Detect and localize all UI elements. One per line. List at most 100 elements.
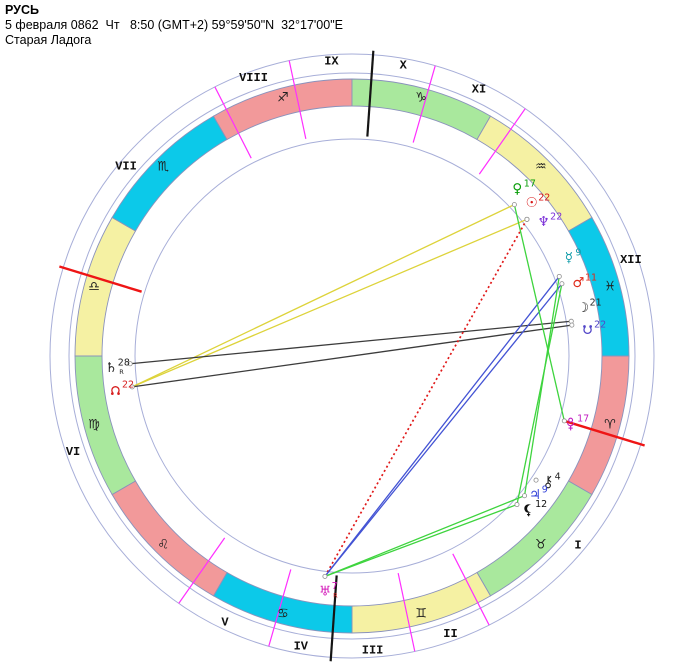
- axis-ic: [329, 575, 338, 662]
- house-numeral-X: X: [400, 58, 408, 72]
- aspect-line-jupiter-uranus: [324, 495, 525, 577]
- planet-degree-pluto: 17: [577, 414, 589, 425]
- house-cusp-III: [397, 573, 416, 652]
- aspect-line-mars-uranus: [324, 283, 563, 577]
- planet-anchor-south-node: [569, 322, 575, 328]
- planet-sun[interactable]: ☉ 22: [526, 193, 551, 212]
- house-numeral-III: III: [362, 643, 384, 657]
- planet-saturn[interactable]: ♄ 28R: [105, 358, 130, 377]
- planet-neptune[interactable]: ♆ 22: [538, 211, 563, 230]
- planet-pluto[interactable]: 17: [566, 414, 590, 431]
- planet-degree-north-node: 22: [122, 380, 134, 391]
- planet-anchor-neptune: [524, 216, 530, 222]
- planet-anchor-jupiter: [522, 493, 528, 499]
- chart-datetime: 5 февраля 0862 Чт 8:50 (GMT+2) 59°59'50"…: [5, 18, 343, 32]
- house-cusp-V: [268, 569, 292, 647]
- planet-glyph-moon-icon: ☽: [577, 300, 589, 316]
- planet-anchor-saturn: [127, 361, 133, 367]
- sign-glyph-gemini: ♊: [415, 606, 427, 621]
- planet-glyph-chiron-icon: [545, 475, 552, 489]
- planet-glyph-saturn-icon: ♄: [105, 360, 117, 376]
- planet-degree-neptune: 22: [550, 211, 562, 222]
- planet-mercury[interactable]: ☿ 9: [565, 248, 582, 267]
- zodiac-sign-sector-capricorn: [351, 78, 492, 141]
- house-numeral-II: II: [443, 627, 457, 641]
- sign-glyph-libra: ♎: [88, 279, 100, 294]
- planet-degree-mercury: 9: [575, 248, 581, 259]
- planet-jupiter[interactable]: ♃ 9: [529, 485, 548, 504]
- house-numeral-XII: XII: [620, 253, 642, 267]
- planet-degree-venus: 17: [524, 178, 536, 189]
- planet-retrograde-saturn: R: [119, 368, 124, 376]
- planet-chiron[interactable]: 4: [545, 471, 561, 489]
- planet-anchor-venus: [511, 202, 517, 208]
- planet-uranus[interactable]: ♅ 7R: [319, 581, 338, 600]
- aspect-line-mercury-jupiter: [523, 276, 560, 496]
- house-ring: [68, 72, 636, 640]
- axis-asc: [562, 419, 645, 447]
- planet-glyph-jupiter-icon: ♃: [529, 487, 541, 503]
- aspect-line-lilith-uranus: [324, 503, 518, 577]
- aspect-line-north-node-venus: [131, 204, 515, 388]
- planet-glyph-sun-icon: ☉: [526, 195, 538, 211]
- house-numeral-IX: IX: [324, 55, 339, 69]
- planet-degree-uranus: 7: [332, 581, 338, 592]
- planet-moon[interactable]: ☽ 21: [577, 298, 602, 317]
- planet-degree-mars: 11: [585, 272, 597, 283]
- house-numeral-XI: XI: [472, 83, 486, 97]
- sign-glyph-cancer: ♋: [277, 606, 289, 621]
- planet-degree-chiron: 4: [555, 471, 561, 482]
- planet-glyph-venus-icon: ♀: [512, 181, 522, 197]
- zodiac-sign-sector-gemini: [351, 571, 492, 634]
- house-numeral-IV: IV: [294, 640, 309, 654]
- planet-glyph-pluto-icon: [566, 417, 575, 431]
- sign-glyph-leo: ♌: [157, 537, 169, 552]
- planet-glyph-mercury-icon: ☿: [565, 250, 573, 266]
- house-numeral-I: I: [574, 539, 581, 553]
- chart-location: Старая Ладога: [5, 33, 92, 47]
- zodiac-sign-sector-scorpio: [111, 115, 228, 232]
- house-numeral-VII: VII: [115, 159, 137, 173]
- aspect-line-saturn-moon: [130, 320, 572, 365]
- planet-glyph-north-node-icon: [110, 386, 120, 395]
- planet-degree-sun: 22: [538, 193, 550, 204]
- house-cusp-II: [452, 553, 490, 626]
- sign-glyph-sagittarius: ♐: [277, 91, 289, 106]
- planet-degree-south-node: 22: [594, 319, 606, 330]
- aspect-line-north-node-south-node: [132, 324, 572, 388]
- planet-south-node[interactable]: 22: [583, 319, 606, 334]
- aspect-line-venus-pluto: [513, 204, 565, 422]
- house-cusp-XI: [412, 65, 436, 143]
- sign-glyph-virgo: ♍: [88, 418, 100, 433]
- planet-north-node[interactable]: 22: [110, 380, 134, 395]
- zodiac-sign-sector-pisces: [567, 216, 630, 357]
- house-numeral-V: V: [221, 615, 229, 629]
- chart-header: РУСЬ 5 февраля 0862 Чт 8:50 (GMT+2) 59°5…: [5, 3, 343, 48]
- house-cusp-VIII: [214, 86, 252, 159]
- sign-glyph-scorpio: ♏: [157, 160, 169, 175]
- planet-retrograde-uranus: R: [333, 591, 338, 599]
- sign-glyph-pisces: ♓: [604, 279, 616, 294]
- planet-degree-saturn: 28: [118, 358, 130, 369]
- inner-ring: [134, 138, 570, 574]
- planet-glyph-uranus-icon: ♅: [319, 583, 331, 599]
- sign-glyph-aquarius: ♒: [535, 160, 547, 175]
- planet-mars[interactable]: ♂ 11: [572, 272, 597, 291]
- house-cusp-XII: [478, 108, 526, 175]
- house-cusp-IX: [288, 60, 307, 139]
- axis-dsc: [59, 265, 142, 293]
- outer-ring: [49, 53, 655, 659]
- planet-anchor-uranus: [322, 573, 328, 579]
- aspect-line-sun-uranus: [324, 218, 528, 577]
- axis-mc: [366, 50, 375, 137]
- house-numeral-VI: VI: [66, 445, 80, 459]
- zodiac-sign-sector-virgo: [74, 355, 137, 496]
- planet-degree-jupiter: 9: [542, 485, 548, 496]
- planet-venus[interactable]: ♀ 17: [512, 178, 536, 197]
- planet-lilith[interactable]: 12: [524, 499, 547, 517]
- planet-glyph-lilith-icon: [524, 504, 534, 517]
- planet-anchor-lilith: [514, 502, 520, 508]
